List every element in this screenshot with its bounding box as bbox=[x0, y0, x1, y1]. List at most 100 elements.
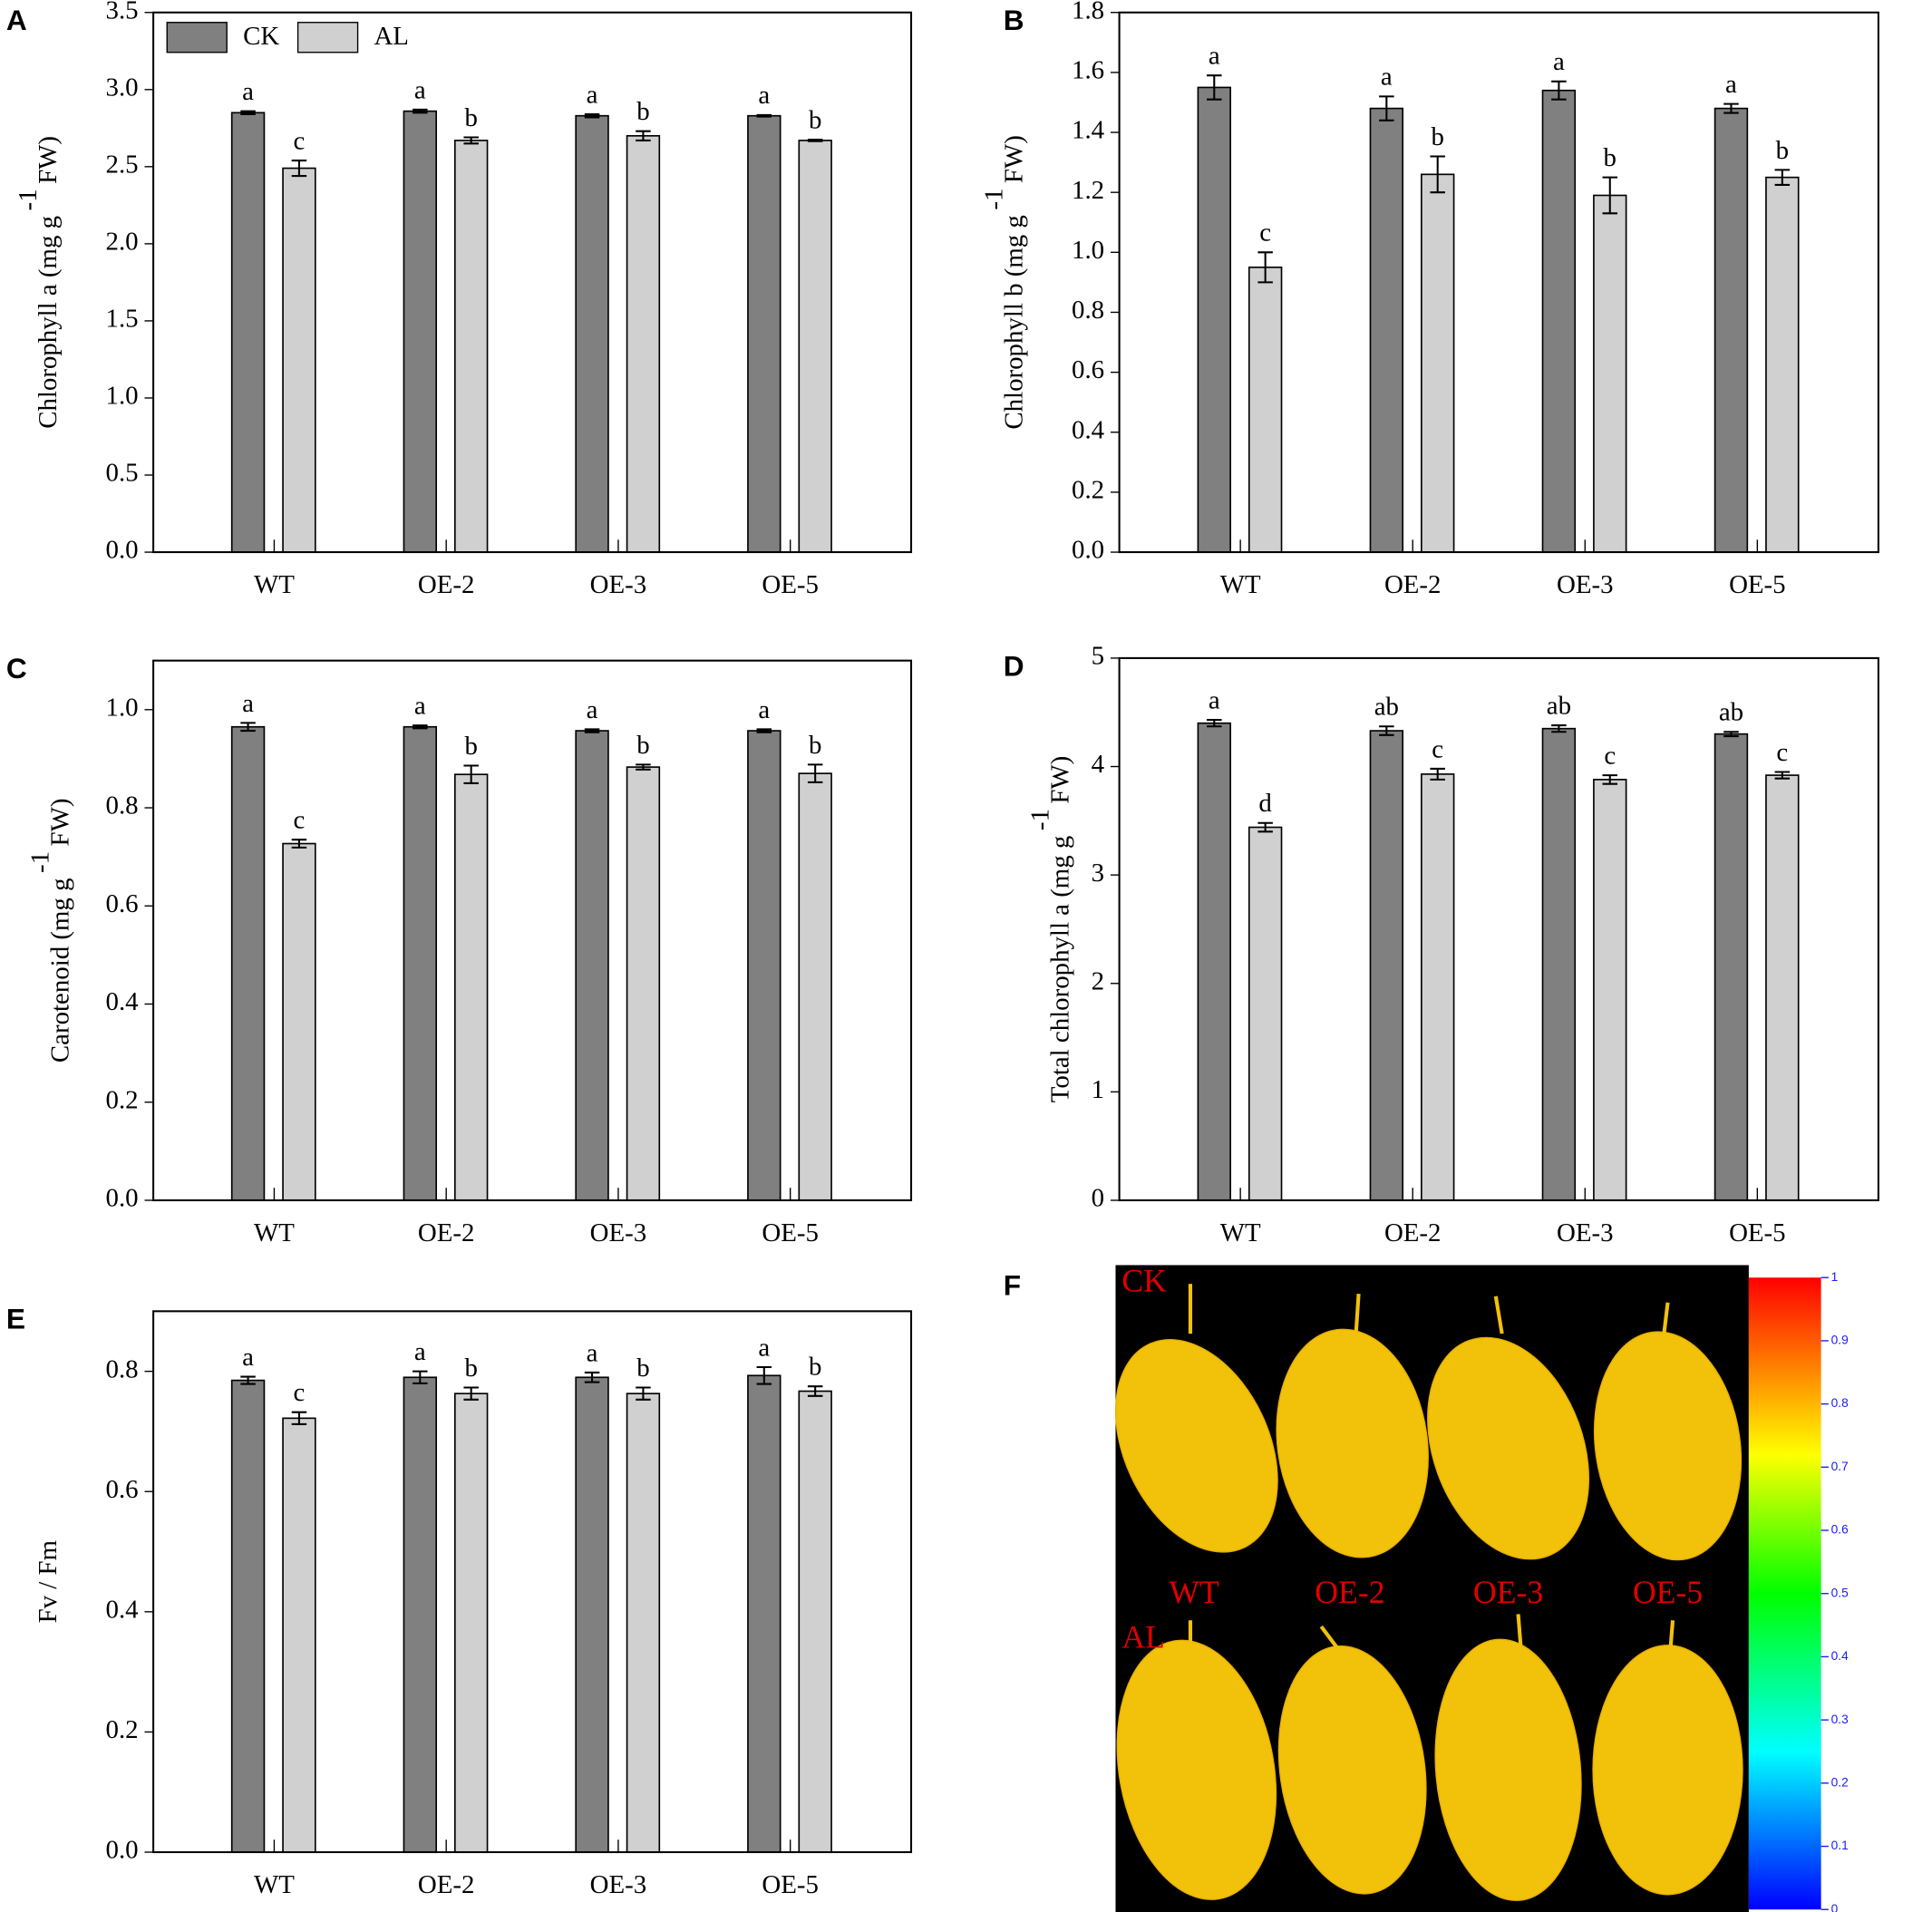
significance-label: a bbox=[758, 81, 770, 110]
bar bbox=[403, 110, 438, 553]
error-bar bbox=[291, 1411, 307, 1425]
error-bar bbox=[636, 130, 651, 141]
colorbar-tick-label: 0.6 bbox=[1831, 1523, 1849, 1537]
bar bbox=[453, 140, 489, 553]
y-tick-label: 0.8 bbox=[1072, 296, 1104, 325]
error-bar bbox=[240, 110, 256, 116]
x-tick-label: WT bbox=[254, 1870, 295, 1899]
y-tick-label: 0.0 bbox=[106, 536, 139, 565]
x-tick-label: OE-2 bbox=[1384, 1218, 1442, 1247]
y-axis-label: Carotenoid (mg g -1 FW) bbox=[25, 799, 74, 1063]
panel-label: B bbox=[1004, 4, 1024, 36]
y-axis-label-text: Chlorophyll b (mg g bbox=[999, 215, 1028, 429]
bar bbox=[1714, 107, 1749, 553]
y-axis-label-sup: -1 bbox=[25, 851, 54, 873]
significance-label: b bbox=[1776, 136, 1789, 165]
x-tick-label: OE-2 bbox=[418, 1218, 475, 1247]
error-bar bbox=[463, 136, 479, 145]
error-bar bbox=[413, 724, 428, 730]
column-label: OE-5 bbox=[1633, 1574, 1703, 1610]
bar bbox=[626, 134, 661, 553]
y-axis-label: Fv / Fm bbox=[34, 1540, 63, 1623]
y-axis-label: Chlorophyll a (mg g -1 FW) bbox=[14, 136, 63, 429]
bar bbox=[798, 1390, 832, 1853]
colorbar-tick-label: 0 bbox=[1831, 1902, 1839, 1912]
error-bar bbox=[1723, 102, 1739, 114]
significance-label: a bbox=[587, 80, 598, 109]
error-bar bbox=[413, 108, 428, 114]
x-tick-label: OE-3 bbox=[590, 570, 647, 599]
column-label: WT bbox=[1169, 1574, 1219, 1610]
bar bbox=[1197, 722, 1231, 1201]
y-tick-label: 1.8 bbox=[1072, 0, 1104, 24]
error-bar bbox=[1430, 155, 1445, 194]
colorbar-tick-label: 0.9 bbox=[1831, 1334, 1849, 1347]
row-label: CK bbox=[1121, 1262, 1167, 1298]
significance-label: ab bbox=[1719, 698, 1743, 727]
plot-frame bbox=[152, 1310, 913, 1854]
legend-label: AL bbox=[374, 22, 408, 51]
y-tick-label: 0.4 bbox=[106, 1595, 139, 1624]
y-tick-label: 0.2 bbox=[106, 1715, 139, 1744]
error-bar bbox=[413, 1370, 428, 1384]
bar bbox=[403, 725, 438, 1201]
significance-label: b bbox=[636, 1354, 649, 1383]
error-bar bbox=[1602, 176, 1618, 215]
x-tick-label: OE-5 bbox=[762, 570, 819, 599]
significance-label: a bbox=[587, 695, 598, 724]
error-bar bbox=[291, 839, 307, 849]
bar bbox=[1369, 107, 1404, 553]
panel-label: F bbox=[1004, 1269, 1021, 1302]
x-tick-label: OE-3 bbox=[1557, 570, 1614, 599]
y-tick-label: 0.6 bbox=[1072, 355, 1104, 384]
panel-label: D bbox=[1004, 649, 1024, 682]
significance-label: c bbox=[1604, 741, 1616, 770]
row-label: AL bbox=[1121, 1618, 1165, 1655]
colorbar-tick-label: 1 bbox=[1831, 1270, 1839, 1284]
y-tick-label: 1.2 bbox=[1072, 176, 1104, 205]
bar bbox=[1421, 773, 1455, 1201]
significance-label: c bbox=[294, 1378, 306, 1407]
colorbar-tick-label: 0.7 bbox=[1831, 1460, 1849, 1473]
plot-frame bbox=[1118, 11, 1879, 554]
y-axis-label-sup: -1 bbox=[1025, 809, 1054, 830]
bar bbox=[1248, 826, 1283, 1201]
significance-label: a bbox=[1209, 685, 1220, 714]
significance-label: b bbox=[636, 731, 649, 760]
y-axis-label: Total chlorophyll a (mg g -1 FW) bbox=[1025, 756, 1074, 1102]
error-bar bbox=[240, 1375, 256, 1385]
significance-label: a bbox=[1725, 70, 1737, 99]
y-tick-label: 4 bbox=[1092, 750, 1104, 779]
significance-label: b bbox=[809, 731, 821, 760]
bar bbox=[1248, 267, 1283, 553]
significance-label: b bbox=[1431, 122, 1443, 151]
y-tick-label: 3.5 bbox=[106, 0, 139, 24]
significance-label: a bbox=[242, 689, 254, 718]
bar bbox=[575, 730, 609, 1201]
y-axis-label-sup: -1 bbox=[979, 189, 1008, 210]
bar bbox=[1369, 730, 1404, 1201]
y-tick-label: 5 bbox=[1092, 642, 1104, 671]
x-tick-label: OE-2 bbox=[418, 1870, 475, 1899]
bar bbox=[1593, 194, 1627, 553]
bar bbox=[1714, 733, 1749, 1201]
bar bbox=[798, 772, 832, 1201]
significance-label: b bbox=[636, 97, 649, 126]
significance-label: a bbox=[758, 1333, 770, 1362]
error-bar bbox=[463, 1386, 479, 1401]
colorbar-tick-label: 0.5 bbox=[1831, 1586, 1849, 1599]
error-bar bbox=[756, 113, 772, 118]
y-tick-label: 0.8 bbox=[106, 1354, 139, 1383]
bar bbox=[747, 114, 782, 553]
y-tick-label: 0.6 bbox=[106, 889, 139, 918]
y-axis-label-end: FW) bbox=[999, 135, 1028, 183]
y-axis-label-end: FW) bbox=[45, 799, 74, 847]
column-label: OE-2 bbox=[1315, 1574, 1384, 1610]
y-axis-label-sup: -1 bbox=[14, 189, 43, 210]
y-tick-label: 2.5 bbox=[106, 150, 139, 179]
bar bbox=[282, 1417, 316, 1853]
y-tick-label: 0 bbox=[1092, 1184, 1104, 1213]
bar bbox=[230, 1379, 266, 1853]
x-tick-label: OE-3 bbox=[1557, 1218, 1614, 1247]
